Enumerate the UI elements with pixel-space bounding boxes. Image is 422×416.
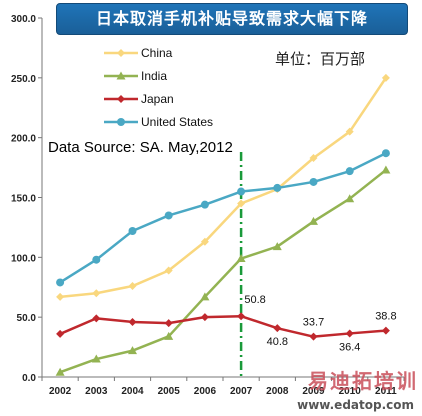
point-japan xyxy=(56,329,65,338)
point-united-states xyxy=(56,278,65,287)
y-tick-label: 0.0 xyxy=(22,373,36,384)
y-tick-label: 150.0 xyxy=(11,194,36,205)
point-united-states xyxy=(309,177,318,186)
x-tick-label: 2011 xyxy=(375,386,397,397)
legend-swatch-china xyxy=(104,49,138,57)
point-india xyxy=(55,367,65,376)
x-tick-label: 2009 xyxy=(302,386,325,397)
point-china xyxy=(128,282,137,291)
chart-title: 日本取消手机补贴导致需求大幅下降 xyxy=(95,9,368,28)
point-united-states xyxy=(128,227,137,236)
x-tick-label: 2010 xyxy=(339,386,362,397)
point-china xyxy=(309,154,318,163)
point-japan xyxy=(273,324,282,333)
y-tick-label: 250.0 xyxy=(11,74,36,85)
point-china xyxy=(164,266,173,275)
point-china xyxy=(200,237,209,246)
point-united-states xyxy=(381,149,390,158)
data-label-japan: 33.7 xyxy=(303,317,324,329)
point-india xyxy=(309,216,318,225)
point-india xyxy=(200,292,210,301)
legend-swatch-united-states xyxy=(104,118,138,126)
legend-label-united-states: United States xyxy=(141,115,214,129)
y-tick-label: 100.0 xyxy=(11,253,36,264)
point-united-states xyxy=(345,167,354,176)
series-line-china xyxy=(59,77,387,299)
point-japan xyxy=(92,314,101,323)
point-india xyxy=(164,331,174,340)
point-japan xyxy=(237,312,246,321)
legend-swatch-japan xyxy=(104,95,138,103)
point-china xyxy=(345,127,354,136)
x-tick-label: 2002 xyxy=(49,386,72,397)
point-united-states xyxy=(92,255,101,264)
data-label-japan: 38.8 xyxy=(375,311,396,323)
x-tick-label: 2004 xyxy=(121,386,144,397)
data-label-japan: 36.4 xyxy=(339,341,360,353)
y-tick-label: 200.0 xyxy=(11,134,36,145)
point-india xyxy=(272,242,282,251)
point-united-states xyxy=(200,200,209,209)
point-japan xyxy=(200,313,209,322)
point-india xyxy=(345,194,355,203)
data-source-annotation: Data Source: SA. May,2012 xyxy=(48,139,233,156)
data-label-japan: 40.8 xyxy=(267,336,288,348)
point-china xyxy=(237,199,246,208)
legend-label-india: India xyxy=(141,69,168,83)
data-label-japan: 50.8 xyxy=(244,294,265,306)
watermark-url: www.edatop.com xyxy=(297,398,414,412)
point-japan xyxy=(381,326,390,335)
series-line-japan xyxy=(59,314,386,338)
x-tick-label: 2006 xyxy=(194,386,217,397)
x-tick-label: 2003 xyxy=(85,386,108,397)
x-tick-label: 2008 xyxy=(266,386,289,397)
point-united-states xyxy=(164,211,173,220)
y-tick-label: 300.0 xyxy=(11,14,36,25)
unit-label: 单位：百万部 xyxy=(275,50,366,68)
watermark-logo-text: 易迪拓培训 xyxy=(308,369,418,393)
point-japan xyxy=(128,317,137,326)
x-tick-label: 2007 xyxy=(230,386,253,397)
point-india xyxy=(236,254,246,263)
series-line-india xyxy=(59,168,387,374)
legend-label-japan: Japan xyxy=(141,92,174,106)
chart-title-banner: 日本取消手机补贴导致需求大幅下降 xyxy=(56,3,408,35)
x-tick-label: 2005 xyxy=(158,386,181,397)
point-japan xyxy=(309,332,318,341)
point-united-states xyxy=(237,187,246,196)
point-india xyxy=(128,346,137,355)
point-china xyxy=(56,292,65,301)
point-united-states xyxy=(273,183,282,192)
legend-label-china: China xyxy=(141,46,173,60)
point-japan xyxy=(345,329,354,338)
point-china xyxy=(92,289,101,298)
point-india xyxy=(381,165,391,174)
point-china xyxy=(381,73,390,82)
series-line-united-states xyxy=(59,152,387,284)
y-tick-label: 50.0 xyxy=(17,313,37,324)
point-japan xyxy=(164,319,173,328)
point-india xyxy=(91,354,101,363)
legend-swatch-india xyxy=(104,71,138,80)
